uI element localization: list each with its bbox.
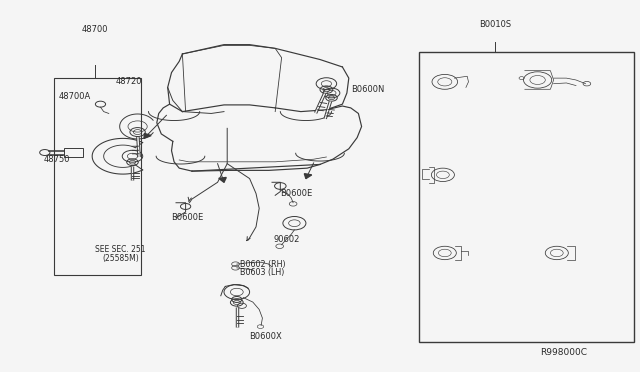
Text: B0600X: B0600X [249, 332, 282, 341]
Bar [54, 78, 141, 275]
Bar [64, 148, 83, 157]
Text: 48700A: 48700A [59, 92, 91, 101]
Text: B0010S: B0010S [479, 20, 511, 29]
Text: 48720: 48720 [115, 77, 141, 86]
Text: B0603 (LH): B0603 (LH) [240, 268, 284, 277]
Polygon shape [144, 134, 151, 138]
Polygon shape [219, 177, 227, 182]
Text: B0600N: B0600N [351, 85, 384, 94]
Text: 90602: 90602 [273, 235, 300, 244]
Text: SEE SEC. 251: SEE SEC. 251 [95, 245, 145, 254]
Text: B0602 (RH): B0602 (RH) [240, 260, 285, 269]
Text: (25585M): (25585M) [102, 254, 139, 263]
Polygon shape [305, 174, 312, 179]
Text: 48700: 48700 [81, 25, 108, 34]
Text: B0600E: B0600E [280, 189, 312, 198]
Text: B0600E: B0600E [171, 213, 203, 222]
Bar [419, 52, 634, 342]
Text: R998000C: R998000C [540, 348, 587, 357]
Text: 48750: 48750 [44, 155, 70, 164]
